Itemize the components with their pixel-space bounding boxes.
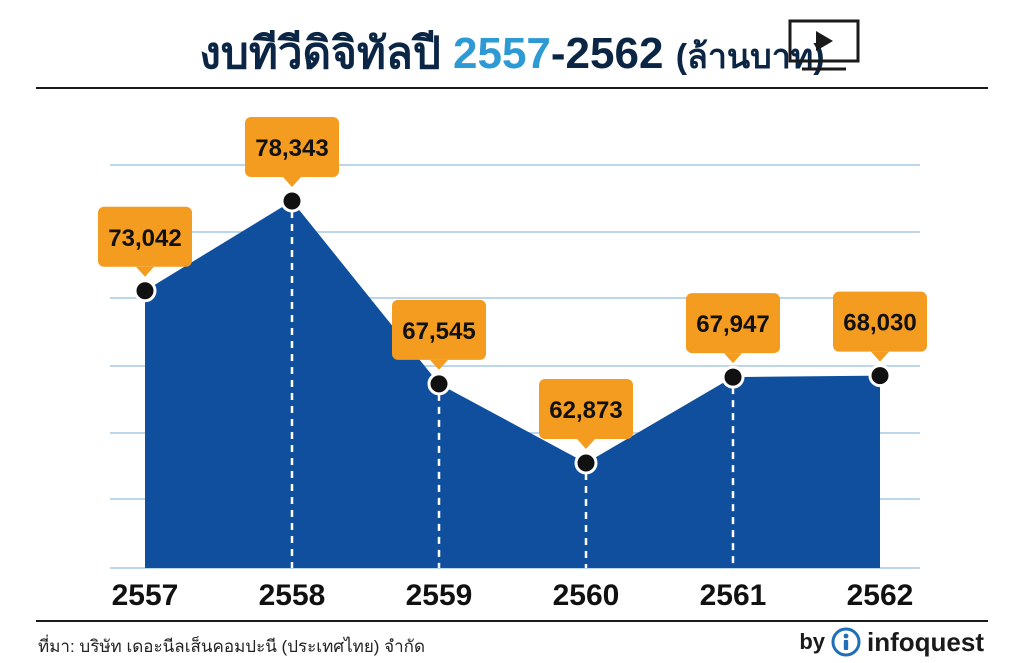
data-label: 73,042 [108, 225, 181, 252]
brand-logo: by infoquest [799, 624, 984, 660]
label-pointer [283, 177, 301, 187]
x-tick-label: 2557 [112, 579, 179, 612]
value-label: 68,030 [833, 291, 927, 362]
value-label: 67,947 [686, 293, 780, 364]
data-point [574, 451, 598, 475]
info-circle-icon [831, 627, 861, 657]
data-point [868, 364, 892, 388]
value-label: 78,343 [245, 117, 339, 187]
title-unit: (ล้านบาท) [675, 38, 825, 76]
label-pointer [724, 353, 742, 364]
tv-play-icon [788, 19, 860, 71]
area-chart: 73,042 78,343 67,545 62,873 67,947 68,030 2557… [98, 117, 927, 612]
brand-name: infoquest [867, 626, 984, 657]
label-pointer [577, 439, 595, 449]
value-label: 62,873 [539, 379, 633, 449]
title-year-end: -2562 [550, 29, 664, 78]
data-point [721, 365, 745, 389]
data-label: 67,545 [402, 318, 475, 345]
label-box [98, 206, 192, 267]
data-label: 62,873 [549, 397, 622, 424]
source-note: ที่มา: บริษัท เดอะนีลเส็นคอมปะนี (ประเทศ… [38, 637, 426, 656]
title-year-start: 2557 [453, 29, 551, 78]
title-main: งบทีวีดิจิทัลปี [199, 29, 454, 78]
label-box [392, 299, 486, 360]
footer-divider [36, 620, 988, 622]
label-pointer [136, 266, 154, 277]
value-label: 67,545 [392, 299, 486, 370]
x-tick-label: 2560 [553, 579, 620, 612]
label-box [686, 293, 780, 354]
brand-by: by [799, 629, 825, 654]
area-series [145, 201, 880, 568]
page-title: งบทีวีดิจิทัลปี 2557-2562 (ล้านบาท) [0, 18, 1024, 88]
x-tick-label: 2562 [847, 579, 914, 612]
data-point [133, 279, 157, 303]
label-pointer [871, 351, 889, 362]
data-label: 78,343 [255, 135, 328, 162]
data-label: 68,030 [843, 310, 916, 337]
label-box [539, 379, 633, 439]
label-box [245, 117, 339, 177]
value-label: 73,042 [98, 206, 192, 277]
data-point [427, 372, 451, 396]
label-pointer [430, 359, 448, 370]
x-tick-label: 2561 [700, 579, 767, 612]
data-label: 67,947 [696, 311, 769, 338]
header-divider [36, 87, 988, 89]
x-tick-label: 2558 [259, 579, 326, 612]
x-tick-label: 2559 [406, 579, 473, 612]
label-box [833, 291, 927, 352]
data-point [280, 189, 304, 213]
